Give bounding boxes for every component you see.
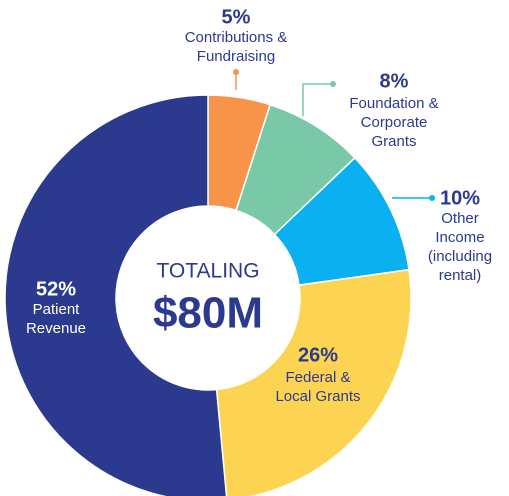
center-total: $80M xyxy=(153,289,263,338)
category-label: Federal & xyxy=(285,369,350,386)
value-label: 8% xyxy=(380,70,409,92)
category-label: Corporate xyxy=(361,114,428,131)
category-label: Fundraising xyxy=(197,48,275,65)
category-label: Grants xyxy=(371,133,416,150)
center-caption: TOTALING xyxy=(156,260,259,283)
donut-slice xyxy=(215,268,412,496)
category-label: Patient xyxy=(33,301,81,318)
category-label: Income xyxy=(435,229,484,246)
value-label: 10% xyxy=(440,187,480,209)
category-label: Revenue xyxy=(26,320,86,337)
category-label: rental) xyxy=(439,267,482,284)
leader-line xyxy=(302,83,333,116)
leader-dot xyxy=(429,195,435,201)
value-label: 5% xyxy=(222,6,251,28)
category-label: (including xyxy=(428,248,492,265)
category-label: Contributions & xyxy=(185,29,288,46)
category-label: Other xyxy=(441,210,479,227)
leader-dot xyxy=(330,81,336,87)
leader-dot xyxy=(233,69,239,75)
category-label: Foundation & xyxy=(349,95,438,112)
category-label: Local Grants xyxy=(275,388,360,405)
donut-slice xyxy=(4,94,228,496)
value-label: 52% xyxy=(36,278,76,300)
value-label: 26% xyxy=(298,344,338,366)
